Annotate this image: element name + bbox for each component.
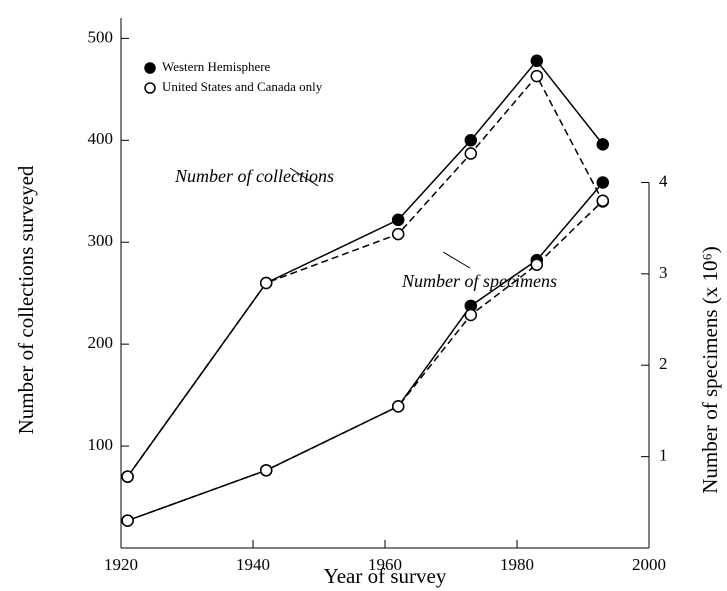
y-tick-label: 100	[88, 435, 114, 454]
annotation-arrow	[442, 251, 471, 269]
marker	[391, 400, 405, 413]
legend-label: United States and Canada only	[162, 79, 323, 94]
marker	[121, 470, 134, 483]
marker	[464, 147, 478, 160]
y2-tick-label: 1	[659, 446, 668, 465]
marker	[121, 514, 134, 527]
x-tick-label: 1940	[236, 555, 270, 574]
y-tick-label: 400	[88, 129, 114, 148]
marker	[596, 138, 610, 151]
y2-axis-label: Number of specimens (x 10⁶)	[698, 246, 722, 494]
x-tick-label: 1960	[368, 555, 402, 574]
x-axis-label: Year of survey	[324, 564, 447, 588]
marker	[259, 276, 273, 290]
legend-label: Western Hemisphere	[162, 59, 271, 74]
annotation-arrow	[289, 167, 319, 187]
x-tick-label: 1920	[104, 555, 138, 574]
legend-marker	[144, 62, 156, 74]
marker	[464, 308, 478, 322]
annotation: Number of specimens	[401, 271, 557, 291]
y2-tick-label: 2	[659, 354, 668, 373]
marker	[259, 464, 273, 477]
marker	[596, 194, 610, 208]
series-line	[127, 181, 604, 522]
marker	[391, 227, 405, 241]
marker	[391, 213, 405, 227]
series-line	[126, 74, 604, 478]
x-tick-label: 1980	[500, 555, 534, 574]
marker	[530, 258, 544, 271]
marker	[596, 176, 610, 189]
marker	[530, 69, 544, 83]
y2-tick-label: 3	[659, 263, 668, 282]
y-tick-label: 500	[88, 27, 114, 46]
marker	[464, 134, 478, 147]
y-axis-label: Number of collections surveyed	[14, 165, 38, 434]
annotation: Number of collections	[174, 166, 334, 186]
y2-tick-label: 4	[659, 171, 668, 190]
y-tick-label: 200	[88, 333, 114, 352]
x-tick-label: 2000	[632, 555, 666, 574]
marker	[530, 54, 544, 68]
series-line	[127, 200, 604, 522]
legend-marker	[144, 82, 156, 94]
y-tick-label: 300	[88, 231, 114, 250]
